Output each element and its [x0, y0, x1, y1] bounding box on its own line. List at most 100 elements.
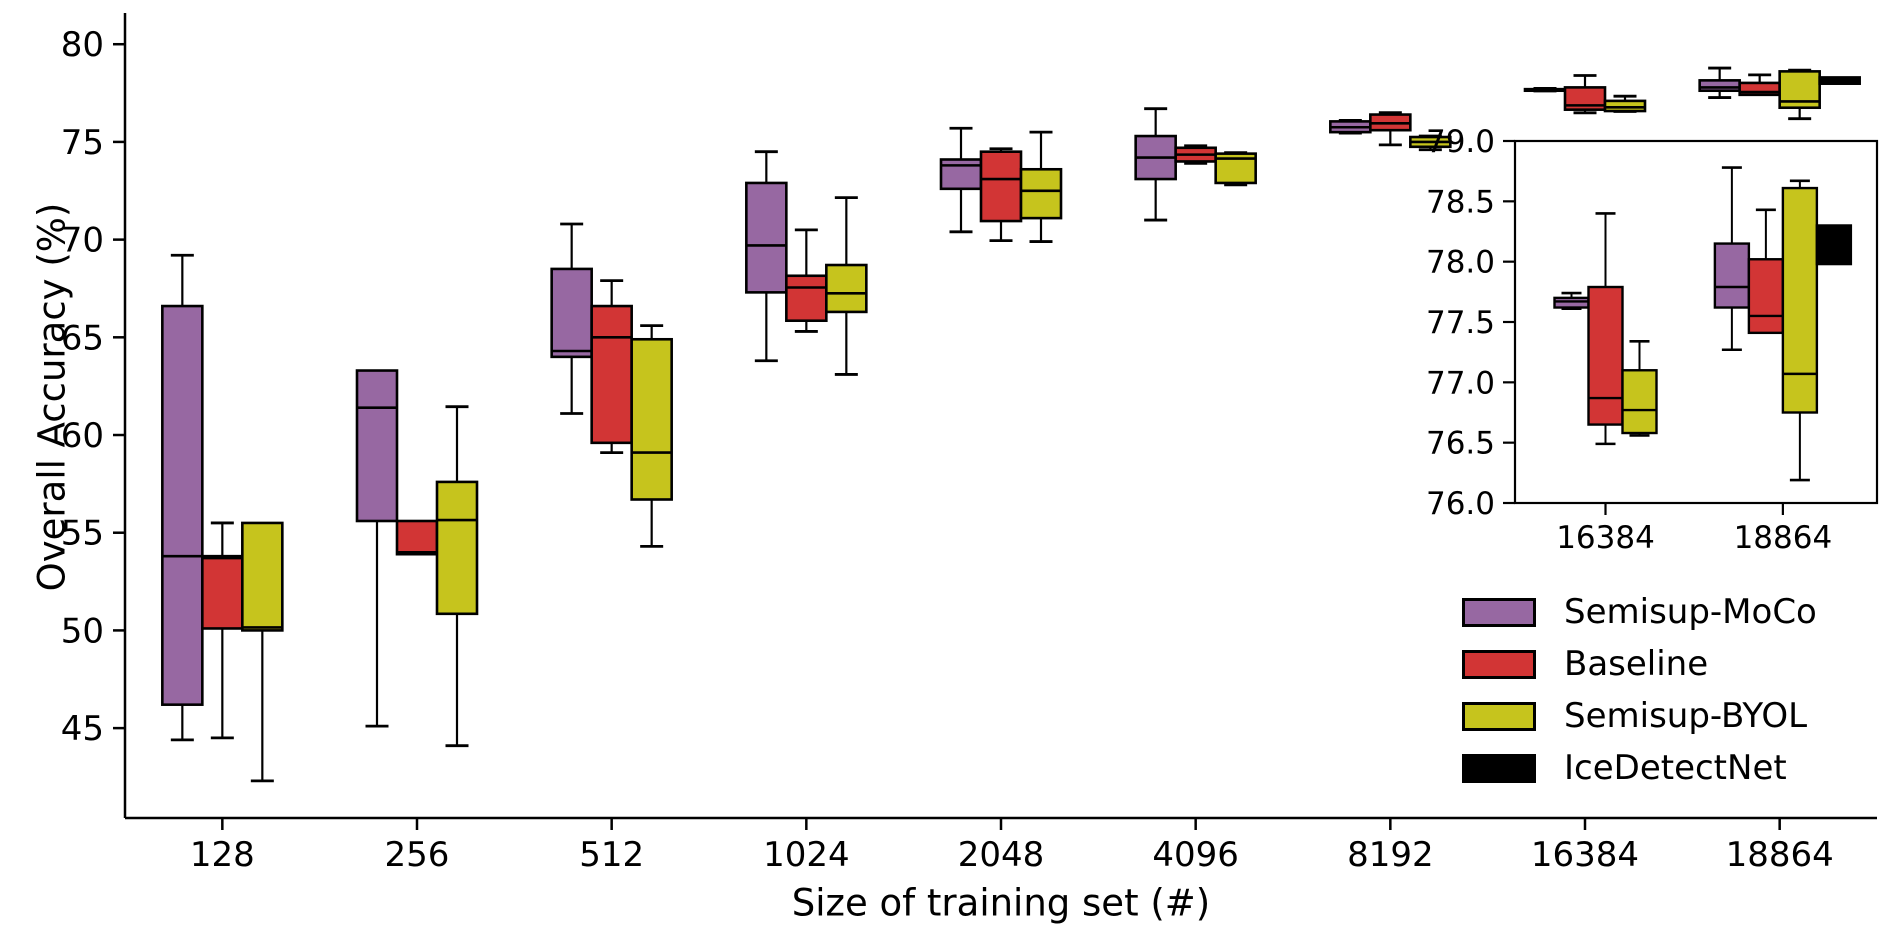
box-semisup-byol-8192 — [1409, 134, 1452, 152]
x-axis-title: Size of training set (#) — [791, 881, 1211, 925]
box-rect — [630, 337, 673, 501]
y-tick-label-45: 45 — [61, 709, 104, 749]
inset-box-semisup-byol-16384 — [1621, 340, 1658, 437]
y-tick-label-60: 60 — [61, 416, 104, 456]
inset-box-semisup-moco-18864 — [1713, 166, 1751, 352]
legend-label: Semisup-BYOL — [1564, 696, 1808, 736]
box-semisup-byol-4096 — [1214, 151, 1257, 187]
box-rect — [745, 181, 788, 294]
inset-box-baseline-16384 — [1587, 212, 1624, 446]
inset-y-tick-label-77.5: 77.5 — [1426, 305, 1495, 341]
legend-swatch-2 — [1462, 701, 1536, 731]
box-baseline-18864 — [1738, 73, 1781, 97]
inset-y-tick-label-78: 78.0 — [1426, 245, 1495, 281]
inset-box-semisup-byol-18864 — [1781, 179, 1819, 482]
box-rect — [435, 480, 479, 616]
box-baseline-128 — [201, 521, 244, 740]
box-semisup-byol-16384 — [1603, 94, 1647, 113]
box-rect — [1818, 76, 1861, 85]
x-tick-label-18864: 18864 — [1726, 835, 1834, 875]
box-rect — [1815, 224, 1853, 266]
y-tick-label-55: 55 — [61, 514, 104, 554]
legend-item-icedetectnet: IceDetectNet — [1462, 742, 1817, 794]
box-semisup-moco-8192 — [1329, 119, 1372, 135]
box-baseline-2048 — [979, 147, 1023, 242]
box-baseline-1024 — [785, 228, 828, 333]
box-rect — [1698, 79, 1741, 93]
box-rect — [939, 158, 983, 191]
box-rect — [241, 521, 284, 632]
inset-y-tick-label-76.5: 76.5 — [1426, 426, 1495, 462]
y-tick-label-75: 75 — [61, 123, 104, 163]
inset-box-icedetectnet-18864 — [1815, 224, 1853, 266]
x-tick-label-512: 512 — [579, 835, 644, 875]
inset-frame — [1513, 139, 1879, 505]
y-tick-label-50: 50 — [61, 611, 104, 651]
box-rect — [1747, 258, 1785, 335]
box-semisup-byol-1024 — [825, 196, 868, 376]
box-semisup-moco-18864 — [1698, 66, 1741, 99]
box-rect — [1587, 285, 1624, 426]
box-semisup-byol-256 — [435, 405, 479, 748]
inset-y-tick-label-77: 77.0 — [1426, 365, 1495, 401]
box-baseline-4096 — [1174, 144, 1217, 165]
box-semisup-moco-2048 — [939, 126, 983, 234]
y-tick-label-70: 70 — [61, 221, 104, 261]
box-baseline-8192 — [1369, 111, 1412, 147]
legend-item-semisup-byol: Semisup-BYOL — [1462, 690, 1817, 742]
box-baseline-512 — [590, 279, 633, 455]
box-semisup-byol-2048 — [1019, 130, 1063, 243]
legend-swatch-0 — [1462, 597, 1536, 627]
box-rect — [201, 554, 244, 630]
x-tick-label-1024: 1024 — [763, 835, 850, 875]
box-semisup-byol-128 — [241, 521, 284, 783]
box-semisup-moco-512 — [550, 222, 593, 415]
inset-y-tick-label-78.5: 78.5 — [1426, 184, 1495, 220]
box-rect — [1019, 167, 1063, 220]
legend-swatch-1 — [1462, 649, 1536, 679]
box-rect — [785, 274, 828, 323]
box-semisup-byol-512 — [630, 324, 673, 548]
y-tick-label-65: 65 — [61, 318, 104, 358]
box-rect — [590, 304, 633, 445]
inset-box-baseline-18864 — [1747, 208, 1785, 335]
box-semisup-moco-4096 — [1134, 107, 1177, 222]
inset-x-tick-label-18864: 18864 — [1734, 520, 1833, 556]
legend-label: Baseline — [1564, 644, 1709, 684]
box-icedetectnet-18864 — [1818, 76, 1861, 85]
box-rect — [550, 267, 593, 359]
box-semisup-moco-256 — [355, 369, 399, 728]
legend-label: Semisup-MoCo — [1564, 592, 1817, 632]
inset-y-tick-label-76: 76.0 — [1426, 486, 1495, 522]
x-tick-label-4096: 4096 — [1152, 835, 1239, 875]
box-baseline-16384 — [1563, 74, 1607, 115]
legend: Semisup-MoCo Baseline Semisup-BYOL IceDe… — [1462, 586, 1817, 794]
x-tick-label-16384: 16384 — [1531, 835, 1639, 875]
box-rect — [825, 263, 868, 314]
x-tick-label-256: 256 — [385, 835, 450, 875]
legend-label: IceDetectNet — [1564, 748, 1787, 788]
box-rect — [1553, 296, 1590, 309]
inset-y-tick-label-79: 79.0 — [1426, 124, 1495, 160]
box-baseline-256 — [395, 519, 439, 556]
legend-swatch-3 — [1462, 753, 1536, 783]
box-rect — [1713, 242, 1751, 309]
y-tick-label-80: 80 — [61, 25, 104, 65]
box-semisup-moco-1024 — [745, 150, 788, 363]
y-axis-title: Overall Accuracy (%) — [30, 202, 74, 592]
x-tick-label-128: 128 — [190, 835, 255, 875]
box-rect — [395, 519, 439, 556]
box-rect — [161, 304, 204, 706]
box-semisup-byol-18864 — [1778, 68, 1821, 121]
legend-item-baseline: Baseline — [1462, 638, 1817, 690]
box-rect — [1781, 186, 1819, 414]
legend-item-semisup-moco: Semisup-MoCo — [1462, 586, 1817, 638]
box-rect — [1603, 99, 1647, 113]
box-rect — [355, 369, 399, 523]
box-rect — [1621, 369, 1658, 435]
x-tick-label-8192: 8192 — [1347, 835, 1434, 875]
box-rect — [979, 150, 1023, 223]
inset-x-tick-label-16384: 16384 — [1556, 520, 1655, 556]
